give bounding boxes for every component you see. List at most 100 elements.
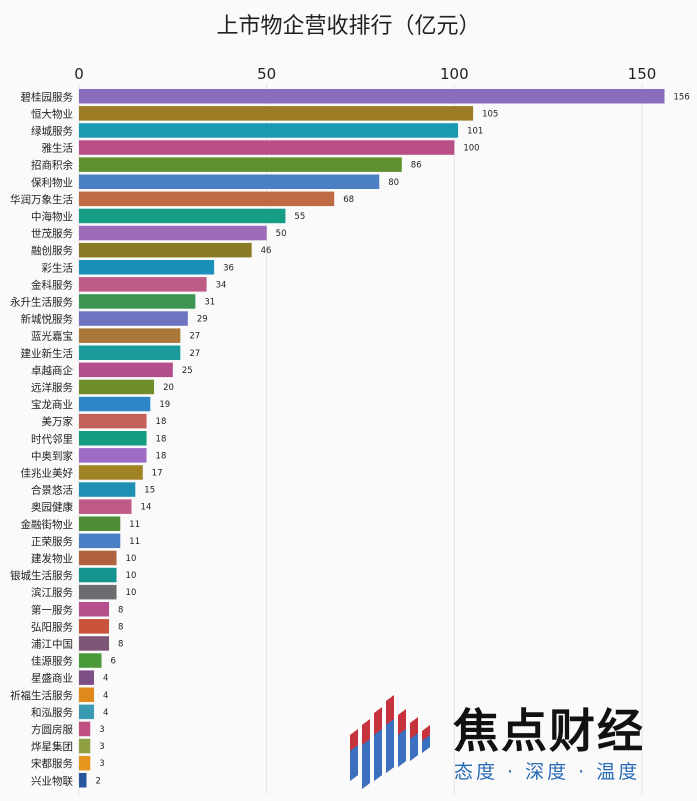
category-label: 金科服务 <box>31 278 73 291</box>
value-label: 14 <box>141 503 152 513</box>
category-label: 烨星集团 <box>31 740 73 753</box>
bar <box>79 191 335 207</box>
category-label: 和泓服务 <box>31 706 73 719</box>
value-label: 11 <box>129 537 140 547</box>
value-label: 10 <box>126 554 137 564</box>
category-label: 中奥到家 <box>31 449 73 462</box>
value-label: 31 <box>204 297 215 307</box>
x-tick-label: 50 <box>257 65 276 83</box>
bar <box>79 602 110 617</box>
category-label: 时代邻里 <box>31 432 73 445</box>
value-label: 3 <box>99 759 104 769</box>
bars <box>79 89 665 788</box>
bar <box>79 499 132 514</box>
bar <box>79 533 121 549</box>
category-label: 蓝光嘉宝 <box>31 330 73 343</box>
category-label: 佳源服务 <box>31 655 73 668</box>
bar <box>79 738 91 754</box>
category-label: 兴业物联 <box>31 774 73 787</box>
value-label: 3 <box>99 742 104 752</box>
value-label: 11 <box>129 520 140 530</box>
category-label: 浦江中国 <box>31 637 73 650</box>
value-label: 156 <box>674 92 690 102</box>
value-label: 36 <box>223 263 234 273</box>
category-label: 世茂服务 <box>31 227 73 240</box>
value-label: 101 <box>467 126 483 136</box>
bar <box>79 242 252 258</box>
category-label: 招商积余 <box>31 159 73 172</box>
value-labels: 1561051011008680685550463634312927272520… <box>96 92 690 786</box>
bar <box>79 157 402 172</box>
category-label: 金融街物业 <box>21 518 74 531</box>
value-label: 25 <box>182 366 193 376</box>
value-label: 4 <box>103 691 108 701</box>
bar <box>79 123 459 138</box>
value-label: 18 <box>156 434 167 444</box>
category-label: 建业新生活 <box>21 347 74 360</box>
category-label: 方圆房服 <box>31 723 73 736</box>
category-label: 佳兆业美好 <box>21 466 74 479</box>
bar <box>79 636 110 651</box>
value-label: 34 <box>216 280 227 290</box>
bar <box>79 362 173 378</box>
category-label: 永升生活服务 <box>10 295 73 308</box>
bar <box>79 174 380 189</box>
brand-logo: 焦点财经 态度 · 深度 · 温度 <box>350 695 670 790</box>
category-label: 碧桂园服务 <box>21 90 74 103</box>
value-label: 2 <box>96 776 101 786</box>
value-label: 27 <box>189 332 200 342</box>
bar <box>79 567 117 583</box>
category-label: 祈福生活服务 <box>10 689 73 702</box>
value-label: 27 <box>189 349 200 359</box>
value-label: 3 <box>99 725 104 735</box>
bar <box>79 140 455 155</box>
bar <box>79 448 147 463</box>
category-label: 美万家 <box>42 415 74 428</box>
value-label: 86 <box>411 161 422 171</box>
bar <box>79 516 121 531</box>
value-label: 68 <box>343 195 354 205</box>
category-label: 华润万象生活 <box>10 193 73 206</box>
category-label: 融创服务 <box>31 244 73 257</box>
bar <box>79 311 188 326</box>
category-label: 宝龙商业 <box>31 398 73 411</box>
value-label: 19 <box>159 400 170 410</box>
bar <box>79 704 95 720</box>
bar <box>79 619 110 634</box>
bar <box>79 550 117 566</box>
bar <box>79 482 136 497</box>
x-axis: 0 50 100 150 <box>74 65 656 83</box>
value-label: 15 <box>144 486 155 496</box>
category-label: 远洋服务 <box>31 381 73 394</box>
bar <box>79 89 665 104</box>
brand-mark-icon <box>350 695 430 789</box>
bar <box>79 379 155 395</box>
category-label: 滨江服务 <box>31 586 73 599</box>
chart-title: 上市物企营收排行（亿元） <box>216 14 481 39</box>
value-label: 10 <box>126 571 137 581</box>
category-label: 合景悠活 <box>31 484 73 497</box>
value-label: 18 <box>156 417 167 427</box>
bar <box>79 106 474 121</box>
category-label: 银城生活服务 <box>10 569 73 582</box>
value-label: 17 <box>152 468 163 478</box>
value-label: 6 <box>111 657 116 667</box>
bar <box>79 208 286 224</box>
bar <box>79 431 147 446</box>
value-label: 46 <box>261 246 272 256</box>
category-label: 中海物业 <box>31 210 73 223</box>
bar <box>79 396 151 412</box>
bar <box>79 225 267 241</box>
category-label: 弘阳服务 <box>31 620 73 633</box>
category-label: 新城悦服务 <box>21 313 74 326</box>
category-label: 彩生活 <box>42 261 74 274</box>
category-label: 雅生活 <box>42 142 74 155</box>
value-label: 20 <box>163 383 174 393</box>
brand-name: 焦点财经 <box>453 704 645 758</box>
value-label: 100 <box>463 144 479 154</box>
bar <box>79 687 95 702</box>
category-label: 奥园健康 <box>31 501 73 514</box>
x-tick-label: 0 <box>74 65 84 83</box>
category-label: 卓越商企 <box>31 364 73 377</box>
